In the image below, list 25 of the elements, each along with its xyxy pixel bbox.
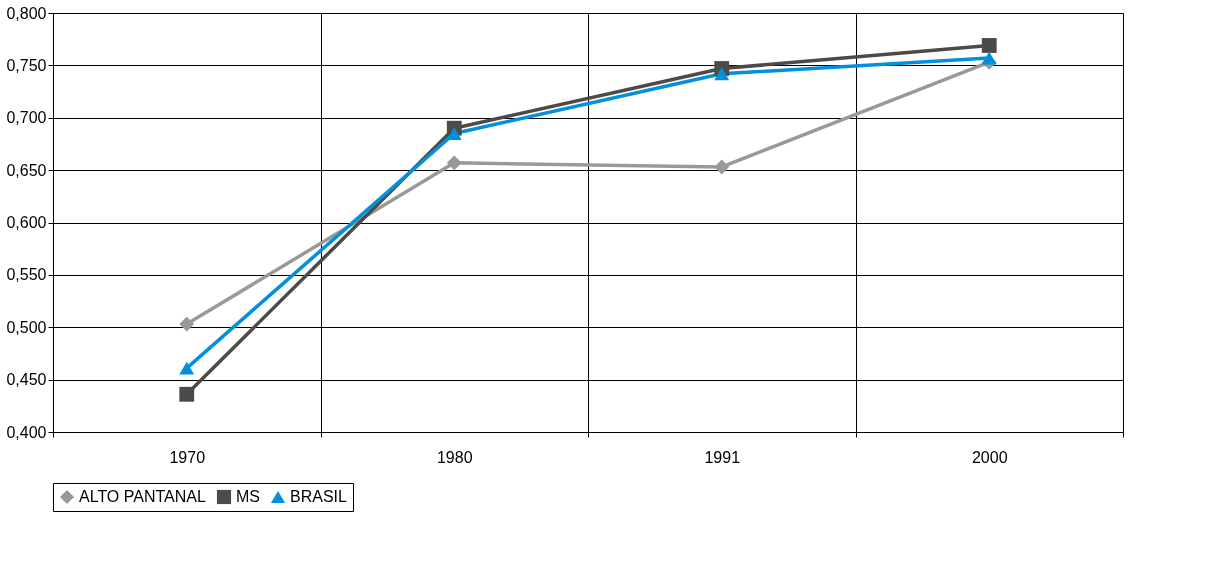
- point: [446, 155, 462, 171]
- y-tick-label: 0,400: [6, 423, 47, 441]
- y-tick-label: 0,700: [6, 109, 47, 127]
- y-tick-label: 0,800: [6, 4, 47, 22]
- point: [981, 51, 997, 65]
- legend-label: BRASIL: [290, 488, 348, 505]
- y-tick-label: 0,500: [6, 318, 47, 336]
- point: [714, 159, 730, 175]
- y-tick-label: 0,550: [6, 266, 47, 284]
- x-tick-label: 1991: [704, 448, 741, 466]
- legend-label: MS: [236, 488, 260, 505]
- point: [446, 127, 462, 140]
- legend-label: ALTO PANTANAL: [79, 488, 206, 505]
- y-tick-label: 0,750: [6, 56, 47, 74]
- x-tick-label: 1970: [169, 448, 206, 466]
- point: [179, 386, 195, 402]
- point: [179, 316, 195, 332]
- point: [981, 38, 997, 53]
- y-tick-label: 0,600: [6, 214, 47, 231]
- x-tick-label: 1980: [436, 448, 473, 466]
- y-tick-label: 0,450: [6, 371, 47, 389]
- y-tick-label: 0,650: [6, 161, 47, 179]
- x-tick-label: 2000: [971, 448, 1008, 466]
- point: [179, 361, 195, 375]
- point: [714, 67, 730, 81]
